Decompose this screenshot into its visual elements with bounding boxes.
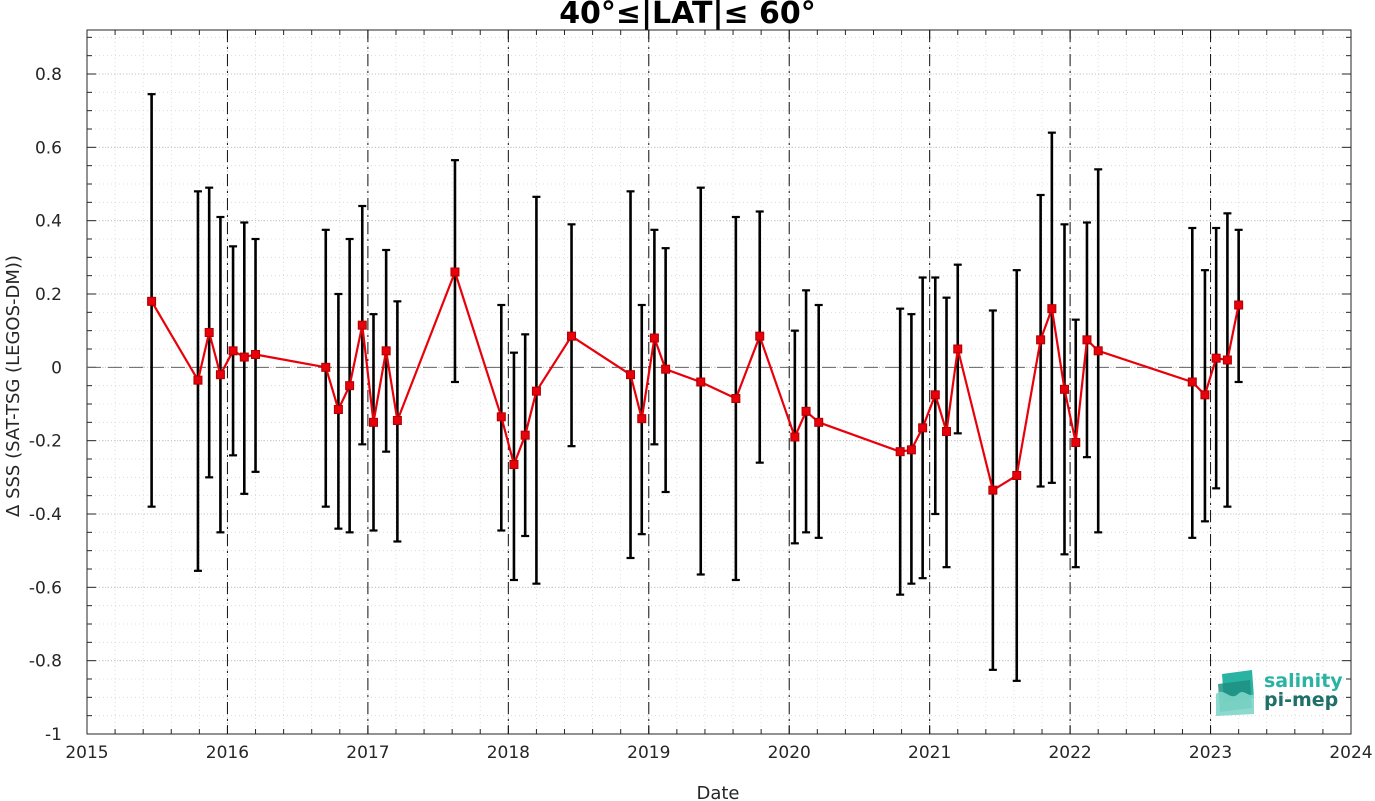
y-tick-label: -0.4 bbox=[29, 505, 62, 525]
y-tick-label: 0.6 bbox=[35, 138, 62, 158]
data-point-marker bbox=[1200, 390, 1210, 400]
y-tick-label: -1 bbox=[45, 725, 62, 745]
data-point-marker bbox=[953, 344, 963, 354]
data-point-marker bbox=[147, 296, 157, 306]
year-divider-lines bbox=[226, 30, 1212, 734]
data-point-marker bbox=[392, 416, 402, 425]
plot-frame bbox=[86, 29, 1352, 735]
data-point-marker bbox=[239, 352, 249, 362]
y-tick-labels: 0.8 0.6 0.4 0.2 0 -0.2 -0.4 -0.6 -0.8 -1 bbox=[29, 65, 62, 745]
data-point-marker bbox=[369, 417, 379, 427]
data-point-marker bbox=[1082, 335, 1092, 345]
data-point-marker bbox=[649, 333, 659, 343]
y-tick-label: -0.2 bbox=[29, 432, 62, 452]
x-tick-label: 2018 bbox=[487, 743, 530, 763]
data-point-marker bbox=[814, 417, 824, 427]
data-point-marker bbox=[345, 381, 355, 391]
y-tick-label: 0.4 bbox=[35, 212, 62, 232]
x-tick-labels: 2015 2016 2017 2018 2019 2020 2021 2022 2023 2024 bbox=[65, 743, 1372, 763]
data-point-marker bbox=[381, 346, 391, 356]
chart-title: 40°≤|LAT|≤ 60° bbox=[559, 0, 816, 31]
x-tick-label: 2019 bbox=[627, 743, 670, 763]
x-tick-label: 2024 bbox=[1329, 743, 1372, 763]
grid bbox=[86, 30, 1352, 735]
data-point-marker bbox=[696, 377, 706, 387]
data-point-marker bbox=[204, 328, 214, 337]
data-point-marker bbox=[228, 346, 238, 356]
y-axis-label: Δ SSS (SAT-TSG (LEGOS-DM)) bbox=[3, 255, 24, 517]
data-point-marker bbox=[1187, 377, 1197, 387]
logo-wave-icon bbox=[1216, 670, 1254, 716]
data-point-marker bbox=[1047, 304, 1057, 314]
data-point-marker bbox=[333, 405, 343, 414]
x-tick-label: 2017 bbox=[346, 743, 389, 763]
data-point-marker bbox=[895, 447, 905, 457]
data-point-marker bbox=[520, 430, 530, 440]
y-tick-label: 0.2 bbox=[35, 285, 62, 305]
data-point-marker bbox=[531, 386, 541, 396]
y-tick-label: 0 bbox=[51, 358, 62, 378]
x-tick-label: 2015 bbox=[65, 743, 108, 763]
y-tick-label: 0.8 bbox=[35, 65, 62, 85]
data-point-marker bbox=[1071, 438, 1081, 447]
data-point-marker bbox=[755, 331, 765, 341]
logo-text-pi-mep: pi-mep bbox=[1264, 689, 1339, 711]
data-point-marker bbox=[251, 350, 261, 359]
x-tick-label: 2021 bbox=[908, 743, 951, 763]
data-point-marker bbox=[509, 460, 519, 469]
data-point-marker bbox=[661, 364, 671, 374]
logo-text-salinity: salinity bbox=[1264, 670, 1343, 692]
data-point-marker bbox=[450, 267, 460, 277]
data-point-marker bbox=[1211, 353, 1221, 363]
data-point-marker bbox=[637, 414, 647, 424]
x-axis-label: Date bbox=[696, 783, 739, 801]
data-point-marker bbox=[1036, 335, 1046, 345]
data-point-marker bbox=[1222, 355, 1232, 365]
data-point-marker bbox=[918, 423, 928, 433]
data-point-marker bbox=[906, 445, 916, 455]
x-tick-label: 2022 bbox=[1048, 743, 1091, 763]
data-point-marker bbox=[1012, 471, 1022, 480]
y-tick-label: -0.6 bbox=[29, 578, 62, 598]
data-point-marker bbox=[942, 427, 952, 436]
x-tick-label: 2020 bbox=[768, 743, 811, 763]
plot-border bbox=[86, 29, 1352, 735]
data-point-marker bbox=[496, 412, 506, 422]
x-tick-label: 2016 bbox=[206, 743, 249, 763]
y-tick-label: -0.8 bbox=[29, 652, 62, 672]
data-point-marker bbox=[801, 406, 811, 416]
data-point-marker bbox=[930, 390, 940, 400]
data-point-marker bbox=[567, 331, 577, 341]
data-point-marker bbox=[321, 362, 331, 372]
data-point-marker bbox=[357, 320, 367, 330]
data-point-marker bbox=[626, 370, 636, 380]
data-point-marker bbox=[790, 432, 800, 442]
salinity-pi-mep-logo: salinity pi-mep bbox=[1214, 666, 1344, 718]
data-point-marker bbox=[1093, 346, 1103, 356]
data-point-marker bbox=[193, 375, 203, 385]
data-point-marker bbox=[731, 394, 741, 403]
x-tick-label: 2023 bbox=[1189, 743, 1232, 763]
data-point-marker bbox=[1234, 300, 1244, 310]
data-point-marker bbox=[215, 370, 225, 380]
series-markers bbox=[147, 267, 1244, 495]
data-point-marker bbox=[1059, 384, 1069, 394]
data-point-marker bbox=[988, 485, 998, 495]
